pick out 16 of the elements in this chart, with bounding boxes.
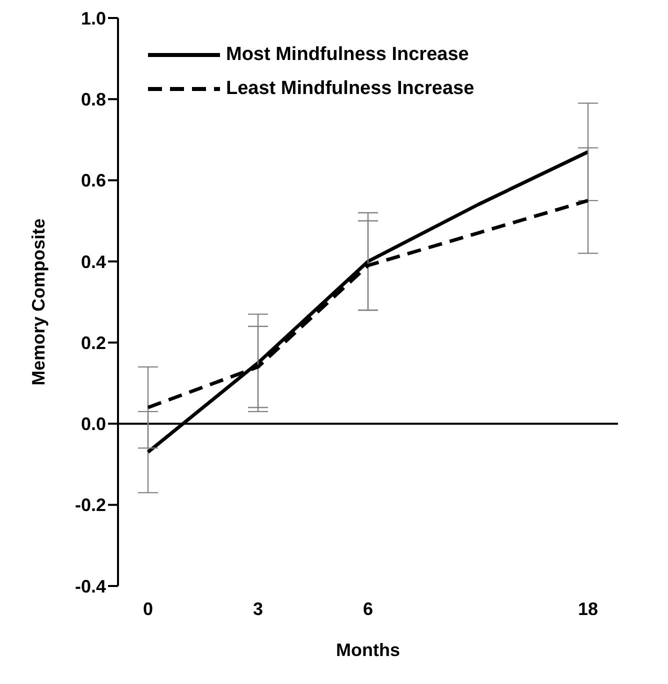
y-tick-label: -0.4	[74, 576, 106, 596]
x-tick-label: 18	[578, 598, 598, 619]
y-tick-label: 0.4	[80, 252, 106, 272]
y-tick-label: 0.2	[80, 332, 106, 353]
x-tick-label: 3	[252, 598, 264, 619]
y-tick-label: 1.0	[80, 8, 106, 28]
y-tick-label: 0.0	[80, 414, 106, 434]
x-tick-label: 6	[362, 598, 374, 619]
y-tick-label: 0.6	[80, 170, 106, 191]
legend-label: Least Mindfulness Increase	[226, 77, 474, 101]
y-tick-label: -0.2	[74, 495, 106, 516]
legend-label: Most Mindfulness Increase	[226, 43, 469, 67]
x-tick-label: 0	[142, 598, 154, 619]
x-axis-title: Months	[336, 640, 400, 660]
y-tick-label: 0.8	[80, 90, 106, 110]
y-axis-title: Memory Composite	[28, 218, 48, 386]
